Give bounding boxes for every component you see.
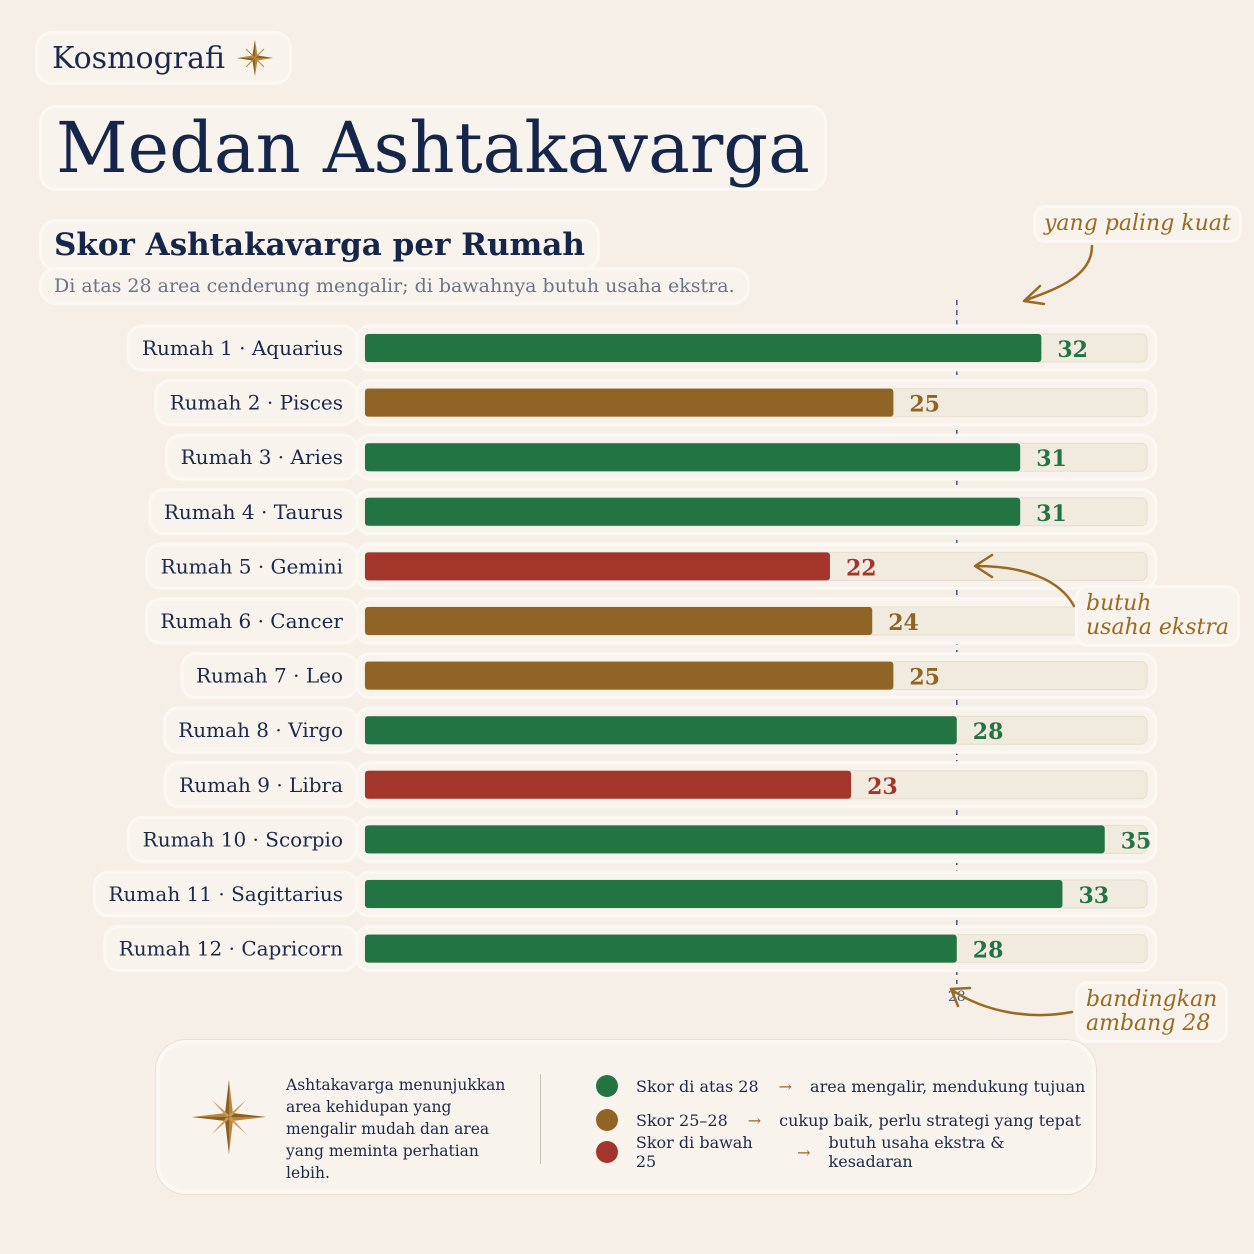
legend-dot-high [596, 1075, 618, 1097]
annotation-strongest-text: yang paling kuat [1044, 211, 1231, 236]
annotation-arrow-strongest [1024, 244, 1094, 302]
arrow-right-icon: → [797, 1142, 811, 1162]
category-label: Rumah 6 · Cancer [160, 609, 343, 633]
legend-item-mid: Skor 25–28 → cukup baik, perlu strategi … [596, 1108, 1081, 1132]
arrow-right-icon: → [747, 1110, 762, 1130]
category-label-backdrop [163, 761, 359, 809]
bar-9 [365, 770, 852, 799]
annotation-compare: bandingkan ambang 28 [1078, 984, 1226, 1041]
annotation-effort-line2: usaha ekstra [1086, 615, 1229, 641]
legend-meaning-low: butuh usaha ekstra & kesadaran [828, 1133, 1005, 1171]
bar-value-label: 28 [973, 719, 1004, 745]
category-label-backdrop [144, 597, 359, 645]
annotation-arrow-compare-head [949, 986, 972, 1008]
category-label: Rumah 10 · Scorpio [143, 827, 343, 851]
bar-12 [365, 934, 957, 963]
bar-1 [365, 334, 1042, 362]
annotation-arrow-effort [974, 564, 1076, 608]
page-title: Medan Ashtakavarga [42, 108, 824, 188]
category-label: Rumah 5 · Gemini [161, 554, 343, 578]
category-label: Rumah 8 · Virgo [178, 718, 343, 742]
bar-2 [365, 388, 894, 417]
chart-subtitle: Di atas 28 area cenderung mengalir; di b… [42, 270, 747, 302]
legend-panel: Ashtakavarga menunjukkan area kehidupan … [160, 1044, 1092, 1190]
compass-rose-icon [191, 1079, 267, 1155]
bar-value-label: 23 [867, 774, 898, 800]
category-label: Rumah 2 · Pisces [170, 391, 343, 415]
legend-dot-mid [596, 1109, 618, 1131]
category-label: Rumah 9 · Libra [179, 773, 343, 797]
category-label-backdrop [148, 488, 359, 536]
brand-name: Kosmografi [52, 40, 226, 76]
bar-value-label: 33 [1078, 883, 1109, 909]
category-label: Rumah 4 · Taurus [164, 500, 343, 524]
chart-title: Skor Ashtakavarga per Rumah [42, 222, 597, 268]
category-label-backdrop [154, 379, 359, 427]
bar-11 [365, 880, 1063, 908]
category-label: Rumah 3 · Aries [181, 445, 343, 469]
category-label-backdrop [92, 870, 359, 918]
arrow-right-icon: → [778, 1076, 793, 1096]
bar-8 [365, 716, 957, 745]
bar-value-label: 25 [909, 392, 940, 418]
annotation-strongest: yang paling kuat [1036, 208, 1239, 241]
brand: Kosmografi [38, 34, 290, 82]
legend-label-high: Skor di atas 28 [636, 1076, 759, 1096]
legend-label-mid: Skor 25–28 [636, 1110, 728, 1130]
legend-item-high: Skor di atas 28 → area mengalir, menduku… [596, 1074, 1085, 1098]
bar-7 [365, 661, 894, 690]
bar-value-label: 25 [909, 665, 940, 691]
category-label-backdrop [162, 706, 359, 754]
bar-6 [365, 607, 873, 635]
bar-value-label: 22 [846, 555, 877, 581]
legend-dot-low [596, 1141, 618, 1163]
annotation-compare-line2: ambang 28 [1086, 1011, 1211, 1037]
category-label-backdrop [180, 652, 359, 700]
bar-10 [365, 825, 1105, 854]
category-label-backdrop [126, 324, 359, 372]
category-label-backdrop [145, 542, 359, 590]
annotation-effort-line1: butuh [1086, 591, 1152, 616]
legend-label-low: Skor di bawah 25 [635, 1133, 753, 1171]
annotation-compare-line1: bandingkan [1086, 987, 1218, 1012]
annotation-arrow-compare [950, 988, 1074, 1017]
bar-value-label: 32 [1057, 337, 1088, 363]
bar-value-label: 28 [973, 938, 1004, 964]
category-label: Rumah 7 · Leo [196, 664, 343, 688]
category-label-backdrop [165, 433, 359, 481]
category-label: Rumah 1 · Aquarius [142, 336, 343, 360]
annotation-arrow-effort-head [973, 553, 994, 579]
bar-value-label: 31 [1036, 446, 1067, 472]
legend-item-low: Skor di bawah 25 → butuh usaha ekstra & … [596, 1133, 1092, 1171]
bar-value-label: 24 [888, 610, 919, 636]
bar-value-label: 31 [1036, 501, 1067, 527]
legend-meaning-high: area mengalir, mendukung tujuan [810, 1076, 1086, 1096]
category-label: Rumah 12 · Capricorn [119, 937, 343, 961]
legend-divider [540, 1074, 541, 1164]
bar-3 [365, 443, 1021, 472]
bar-value-label: 35 [1121, 828, 1152, 854]
legend-note: Ashtakavarga menunjukkan area kehidupan … [286, 1076, 506, 1182]
legend-meaning-mid: cukup baik, perlu strategi yang tepat [779, 1110, 1081, 1130]
bar-4 [365, 497, 1021, 526]
annotation-effort: butuh usaha ekstra [1078, 588, 1237, 645]
bar-5 [365, 552, 830, 581]
annotation-arrow-strongest-head [1022, 284, 1046, 306]
category-label: Rumah 11 · Sagittarius [108, 882, 343, 906]
category-label-backdrop [127, 815, 359, 863]
compass-star-icon [237, 40, 274, 76]
category-label-backdrop [103, 925, 359, 973]
